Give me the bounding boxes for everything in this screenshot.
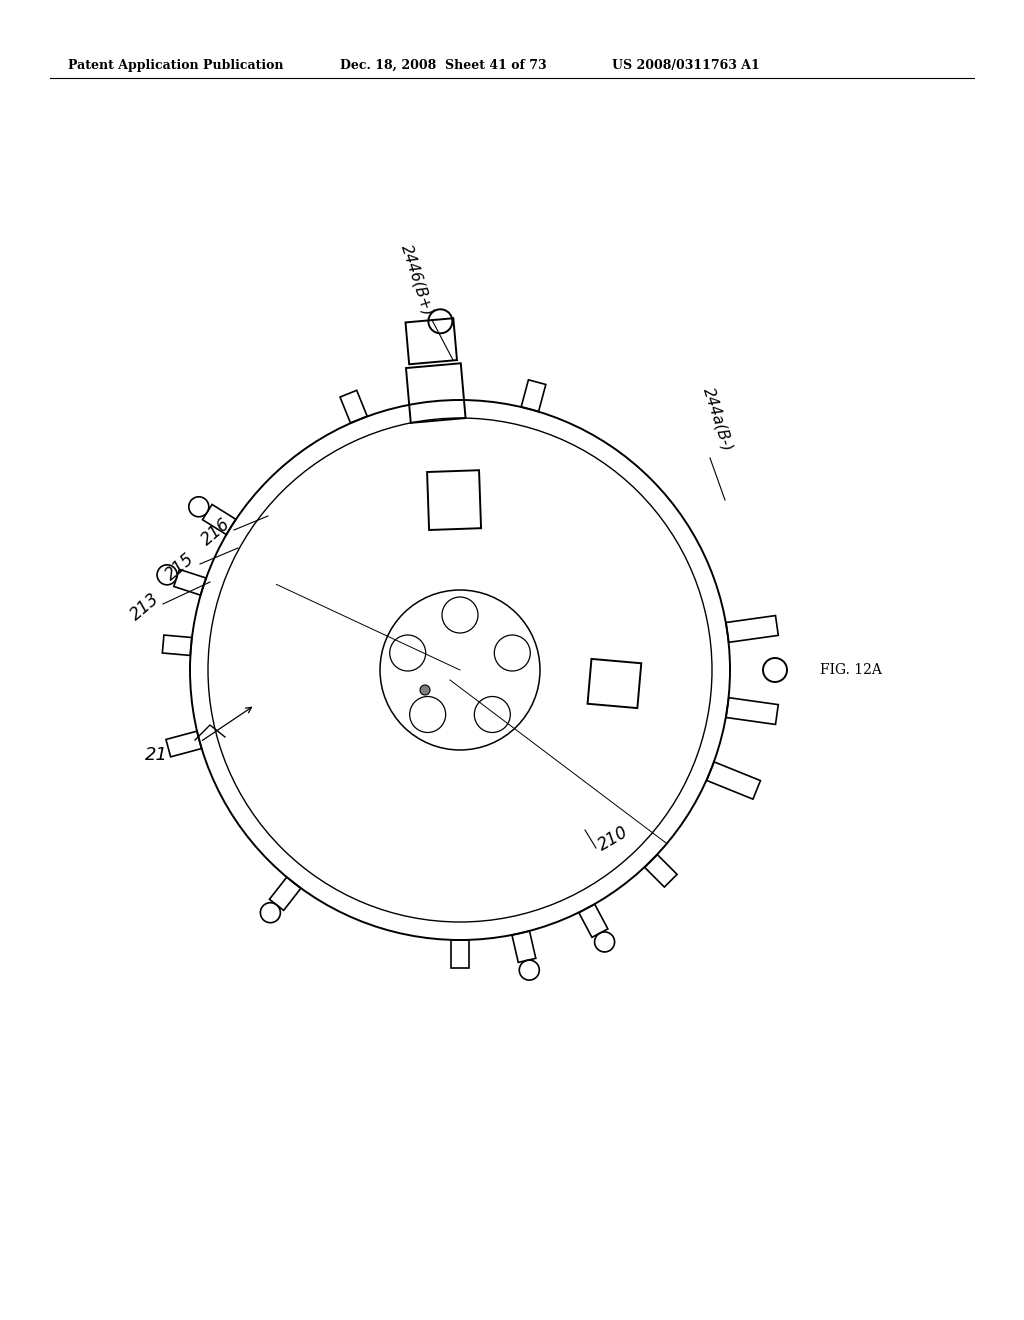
Text: US 2008/0311763 A1: US 2008/0311763 A1	[612, 58, 760, 71]
Text: 244a(B-): 244a(B-)	[700, 385, 735, 453]
Text: Patent Application Publication: Patent Application Publication	[68, 58, 284, 71]
Text: 215: 215	[162, 549, 198, 583]
Text: FIG. 12A: FIG. 12A	[820, 663, 882, 677]
Circle shape	[420, 685, 430, 696]
Text: Dec. 18, 2008  Sheet 41 of 73: Dec. 18, 2008 Sheet 41 of 73	[340, 58, 547, 71]
Text: 21: 21	[145, 746, 168, 764]
Text: 210: 210	[595, 822, 632, 854]
Text: 213: 213	[127, 590, 163, 624]
Text: 2446(B+): 2446(B+)	[398, 243, 435, 318]
Text: 216: 216	[198, 515, 234, 549]
